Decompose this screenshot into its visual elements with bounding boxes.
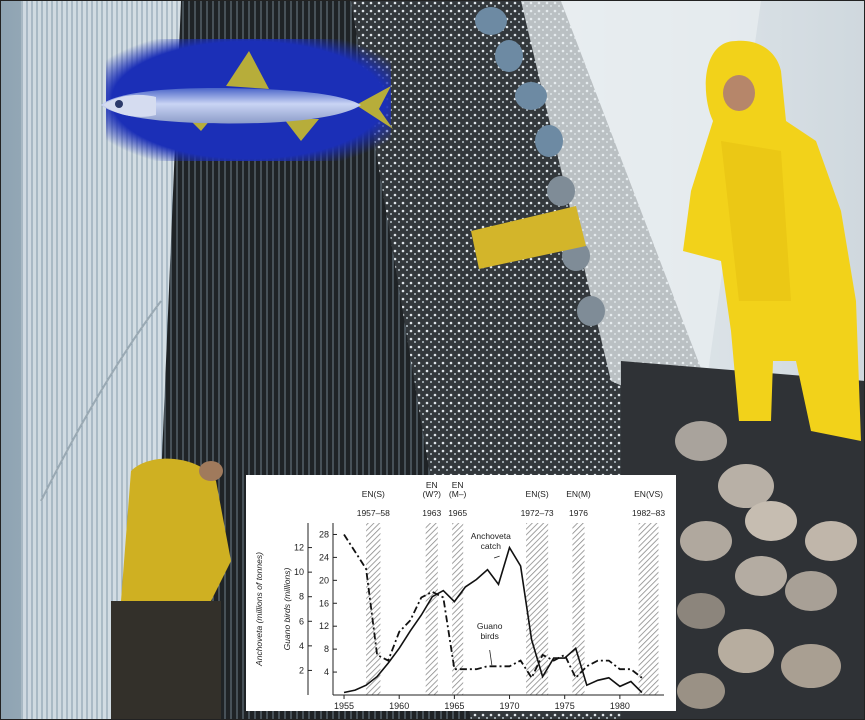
event-years: 1982–83: [632, 508, 665, 518]
guano-tick-label: 4: [324, 667, 329, 677]
event-label: (W?): [423, 489, 442, 499]
guano-birds-annotation: birds: [480, 631, 498, 641]
chart-series: [343, 534, 643, 694]
anchoveta-tick-label: 12: [294, 543, 304, 553]
chart-labels: EN(S)1957–58EN(W?)1963EN(M–)1965EN(S)197…: [254, 480, 665, 711]
x-tick-label: 1970: [500, 701, 520, 711]
anchoveta-illustration: [101, 39, 393, 161]
guano-birds-line: [343, 534, 643, 680]
el-nino-band: [452, 523, 464, 695]
event-label: EN(M): [566, 489, 591, 499]
event-years: 1957–58: [357, 508, 390, 518]
chart-axes: [307, 523, 664, 699]
event-label: (M–): [449, 489, 467, 499]
event-years: 1963: [422, 508, 441, 518]
el-nino-band: [366, 523, 381, 695]
el-nino-bands: [366, 523, 659, 695]
event-label: EN: [452, 480, 464, 490]
event-years: 1965: [448, 508, 467, 518]
el-nino-band: [526, 523, 549, 695]
guano-tick-label: 8: [324, 644, 329, 654]
net-floats: [475, 7, 857, 709]
guano-tick-label: 24: [319, 552, 329, 562]
guano-tick-label: 16: [319, 598, 329, 608]
fisherman-left: [111, 458, 231, 719]
chart-panel: EN(S) 1957–58 EN (W?) 1963 EN (M–) 1965 EN(S) 197…: [246, 475, 676, 711]
guano-tick-label: 20: [319, 575, 329, 585]
el-nino-band: [572, 523, 585, 695]
fisherman-right: [683, 40, 861, 441]
event-years: 1976: [569, 508, 588, 518]
x-tick-label: 1960: [389, 701, 409, 711]
guano-annotation-leader: [489, 649, 493, 666]
event-years: 1972–73: [521, 508, 554, 518]
event-label: EN(VS): [634, 489, 663, 499]
el-nino-band: [638, 523, 659, 695]
anchoveta-axis-title: Anchoveta (millions of tonnes): [254, 552, 264, 667]
guano-tick-label: 12: [319, 621, 329, 631]
event-label: EN(S): [362, 489, 385, 499]
anchoveta-catch-line: [343, 545, 643, 694]
guano-tick-label: 28: [319, 529, 329, 539]
anchoveta-tick-label: 10: [294, 567, 304, 577]
el-nino-band: [425, 523, 438, 695]
x-tick-label: 1955: [334, 701, 354, 711]
x-tick-label: 1975: [555, 701, 575, 711]
guano-birds-annotation: Guano: [477, 621, 503, 631]
event-label: EN: [426, 480, 438, 490]
anchoveta-annotation-leader: [493, 555, 500, 559]
anchoveta-catch-annotation: Anchoveta: [471, 531, 511, 541]
anchoveta-tick-label: 4: [299, 641, 304, 651]
anchoveta-chart: EN(S)1957–58EN(W?)1963EN(M–)1965EN(S)197…: [254, 480, 665, 711]
anchoveta-tick-label: 8: [299, 592, 304, 602]
guano-axis-title: Guano birds (millions): [282, 567, 292, 650]
anchoveta-catch-annotation: catch: [481, 541, 502, 551]
anchoveta-tick-label: 2: [299, 665, 304, 675]
x-tick-label: 1980: [610, 701, 630, 711]
event-label: EN(S): [526, 489, 549, 499]
x-tick-label: 1965: [444, 701, 464, 711]
anchoveta-tick-label: 6: [299, 616, 304, 626]
